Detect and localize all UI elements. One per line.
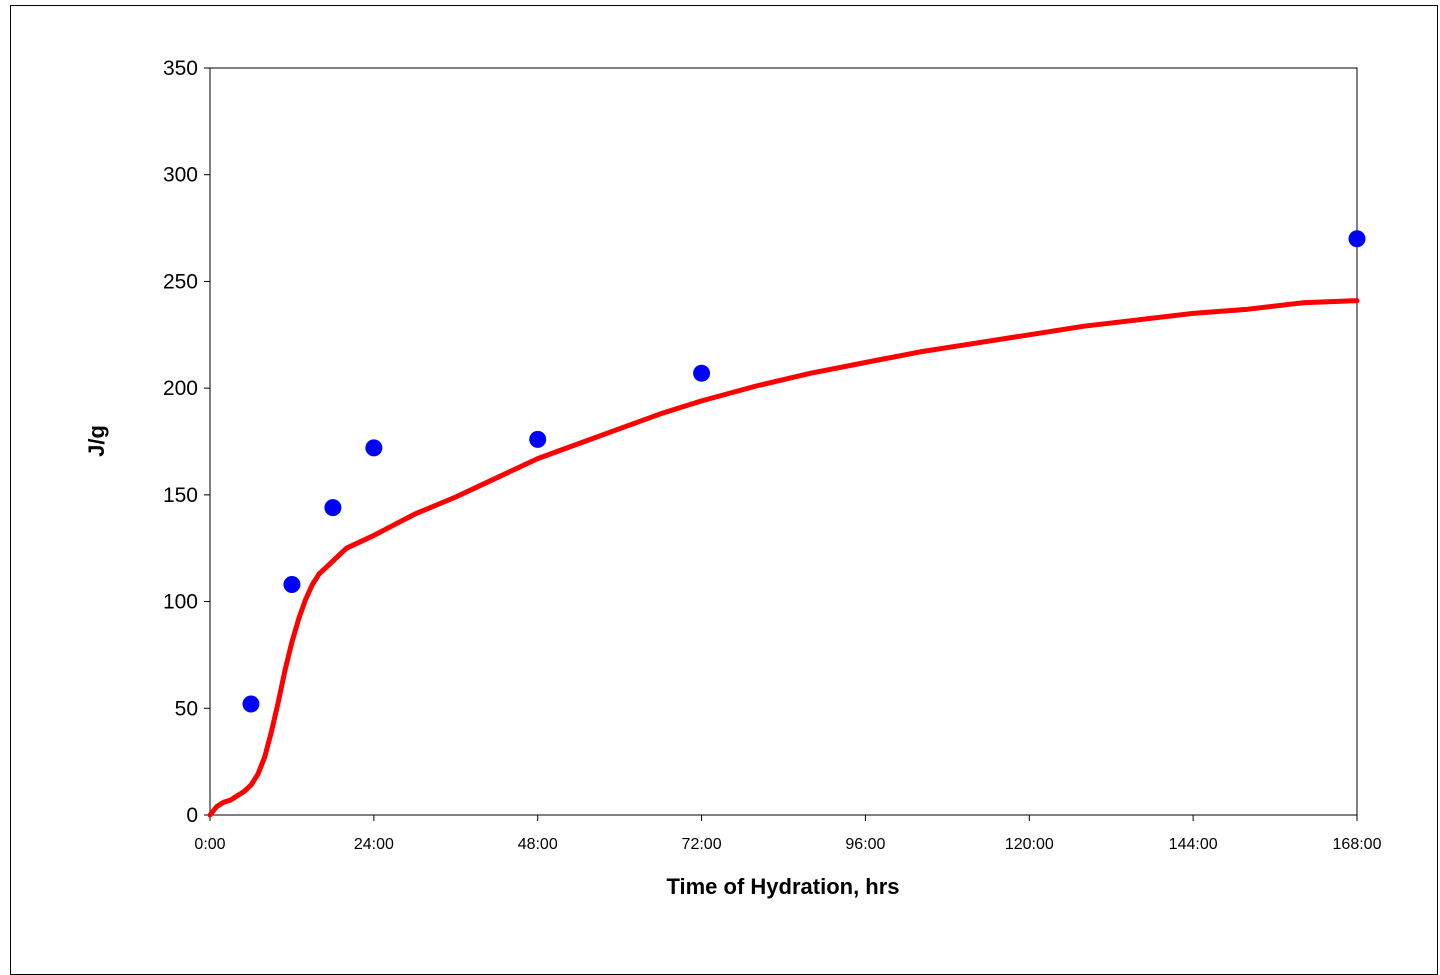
scatter-point [324,499,342,517]
x-tick-label: 72:00 [682,836,722,853]
scatter-point [242,695,260,713]
x-tick-label: 120:00 [1005,836,1054,853]
scatter-point [1348,230,1366,248]
scatter-point [283,575,301,593]
y-tick-label: 250 [163,270,198,293]
x-axis-title: Time of Hydration, hrs [666,874,899,899]
y-tick-label: 300 [163,164,198,187]
x-tick-label: 0:00 [194,836,225,853]
scatter-point [365,439,383,457]
x-tick-label: 168:00 [1333,836,1382,853]
y-tick-label: 0 [186,804,198,827]
chart-frame [10,5,1438,975]
x-tick-label: 96:00 [845,836,885,853]
line-series-curve [207,298,1360,818]
x-tick-label: 48:00 [518,836,558,853]
scatter-point [693,364,711,382]
y-tick-label: 200 [163,377,198,400]
plot-area [209,67,1358,816]
x-tick-label: 24:00 [354,836,394,853]
y-tick-label: 100 [163,591,198,614]
y-axis: 0 50 100 150 200 250 300 350 [163,57,210,827]
series-layer [207,230,1366,818]
y-tick-label: 350 [163,57,198,80]
y-tick-label: 150 [163,484,198,507]
x-axis: 0:00 24:00 48:00 72:00 96:00 120:00 144:00 168:… [194,815,1382,853]
y-axis-title: J/g [84,425,109,457]
x-tick-label: 144:00 [1169,836,1218,853]
scatter-point [529,430,547,448]
y-tick-label: 50 [175,697,198,720]
